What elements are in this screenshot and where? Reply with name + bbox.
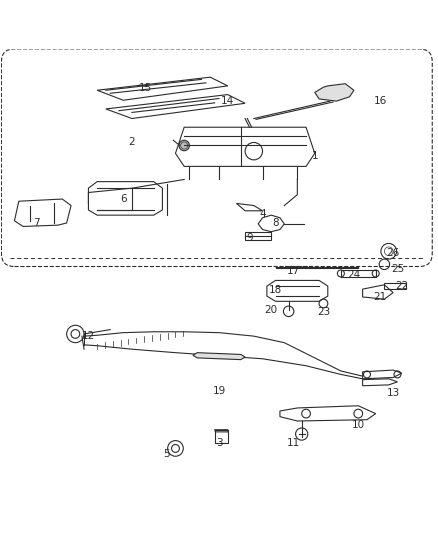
Polygon shape	[193, 353, 245, 360]
Text: 14: 14	[221, 96, 234, 106]
Text: 5: 5	[163, 449, 170, 458]
Text: 18: 18	[269, 286, 282, 295]
Text: 2: 2	[129, 138, 135, 148]
Polygon shape	[315, 84, 354, 101]
Text: 10: 10	[352, 421, 365, 430]
Text: 12: 12	[82, 331, 95, 341]
Text: 17: 17	[286, 266, 300, 276]
Text: 8: 8	[272, 218, 279, 228]
Text: 4: 4	[259, 209, 266, 219]
Text: 13: 13	[386, 387, 400, 398]
Text: 7: 7	[33, 218, 39, 228]
Text: 11: 11	[286, 438, 300, 448]
Text: 24: 24	[347, 270, 360, 280]
Text: 19: 19	[212, 385, 226, 395]
Text: 3: 3	[215, 438, 223, 448]
Text: 21: 21	[374, 292, 387, 302]
Text: 22: 22	[395, 281, 408, 291]
Text: 15: 15	[138, 83, 152, 93]
Text: 23: 23	[317, 307, 330, 317]
Text: 20: 20	[265, 305, 278, 315]
Text: 6: 6	[120, 194, 127, 204]
Text: 1: 1	[311, 150, 318, 160]
Circle shape	[179, 140, 189, 151]
Text: 16: 16	[374, 96, 387, 106]
Text: 25: 25	[391, 264, 404, 273]
Text: 9: 9	[246, 233, 253, 243]
Text: 26: 26	[386, 248, 400, 259]
